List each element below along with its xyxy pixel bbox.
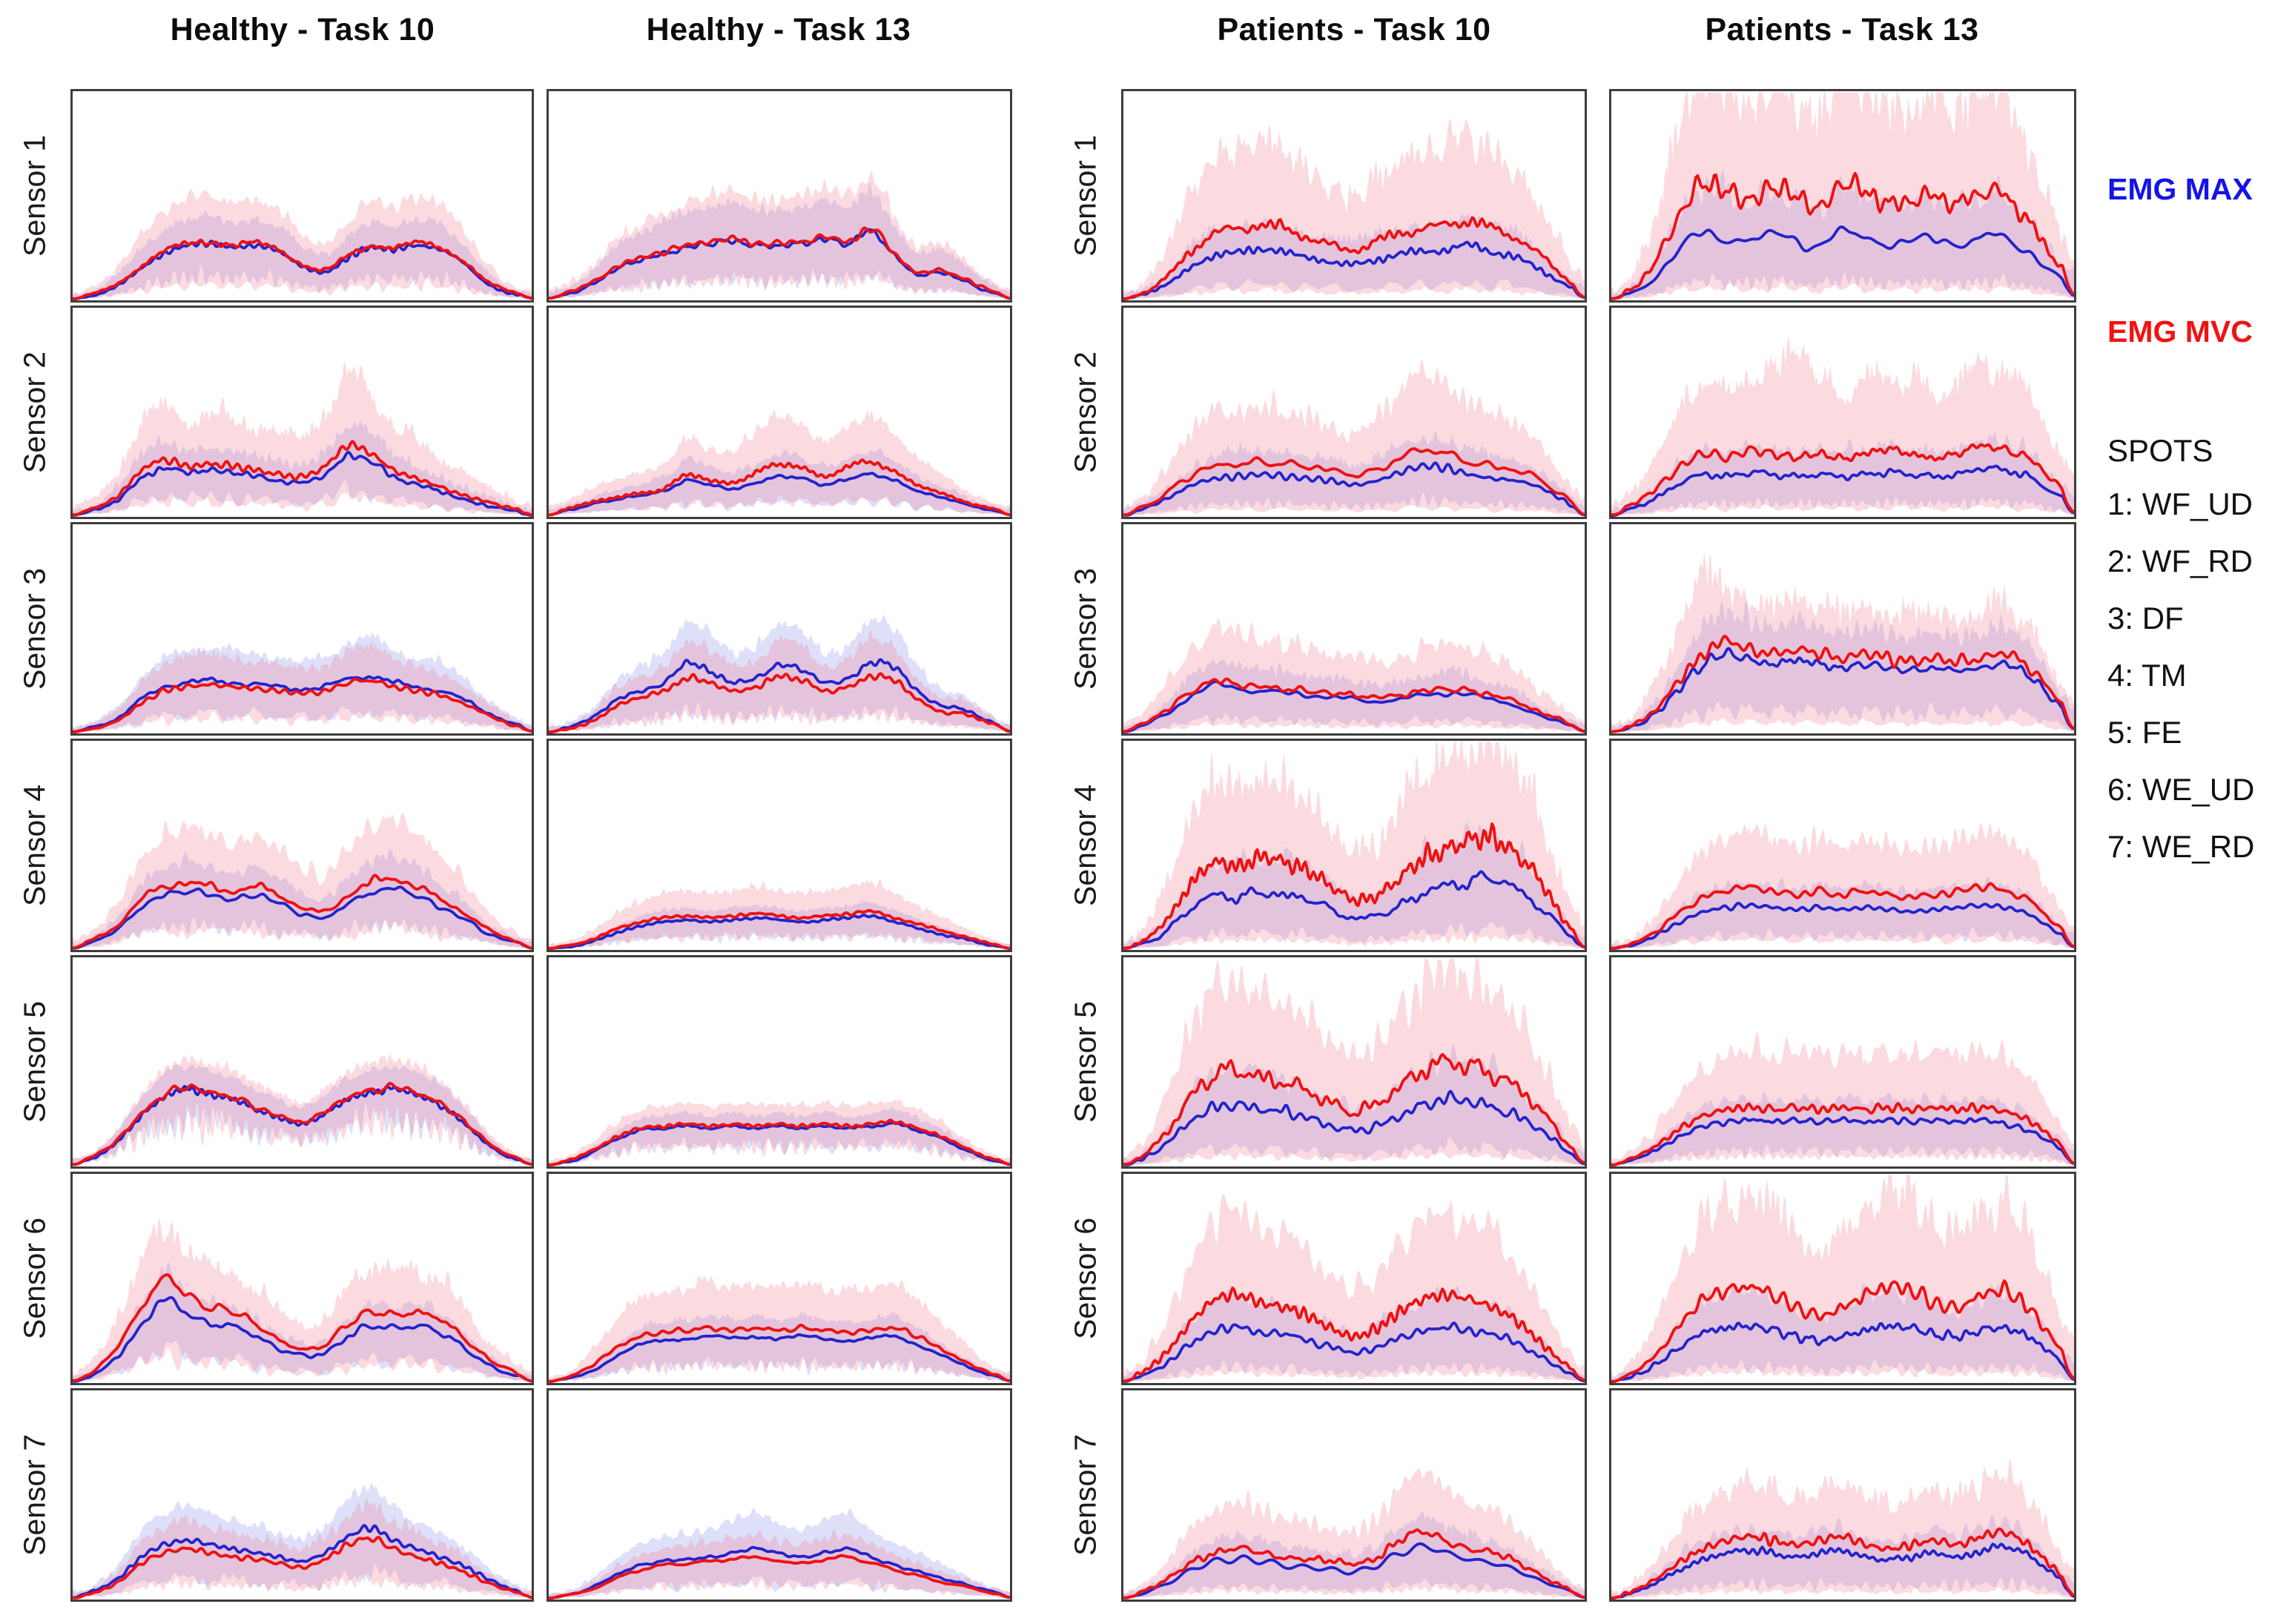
subplot-patients-task10-sensor7 xyxy=(1121,1388,1587,1602)
subplot-patients-task13-sensor7 xyxy=(1609,1388,2076,1602)
subplot-healthy-task13-sensor6 xyxy=(547,1172,1012,1385)
spots-header: SPOTS xyxy=(2107,433,2213,468)
subplot-patients-task13-sensor1 xyxy=(1609,89,2076,303)
subplot-healthy-task10-sensor2 xyxy=(70,306,534,519)
subplot-patients-task10-sensor4 xyxy=(1121,739,1587,952)
subplot-patients-task13-sensor5 xyxy=(1609,955,2076,1169)
subplot-healthy-task10-sensor1 xyxy=(70,89,534,303)
subplot-patients-task10-sensor2 xyxy=(1121,306,1587,519)
subplot-patients-task10-sensor1 xyxy=(1121,89,1587,303)
sensor-label-healthy-2: Sensor 2 xyxy=(17,351,52,474)
legend-emg-mvc-label: EMG MVC xyxy=(2107,314,2253,349)
spots-item-4: 4: TM xyxy=(2107,658,2187,693)
subplot-healthy-task13-sensor5 xyxy=(547,955,1012,1169)
subplot-healthy-task10-sensor4 xyxy=(70,739,534,952)
spots-item-3: 3: DF xyxy=(2107,601,2184,636)
sensor-label-healthy-6: Sensor 6 xyxy=(17,1217,52,1340)
spots-item-7: 7: WE_RD xyxy=(2107,829,2255,864)
sensor-label-patients-2: Sensor 2 xyxy=(1068,351,1103,474)
subplot-healthy-task13-sensor4 xyxy=(547,739,1012,952)
subplot-patients-task10-sensor3 xyxy=(1121,522,1587,736)
subplot-healthy-task10-sensor7 xyxy=(70,1388,534,1602)
subplot-healthy-task13-sensor1 xyxy=(547,89,1012,303)
sensor-label-patients-4: Sensor 4 xyxy=(1068,784,1103,907)
subplot-patients-task13-sensor2 xyxy=(1609,306,2076,519)
subplot-patients-task13-sensor3 xyxy=(1609,522,2076,736)
subplot-patients-task13-sensor6 xyxy=(1609,1172,2076,1385)
column-title-patients-task13: Patients - Task 13 xyxy=(1705,12,1979,47)
sensor-label-healthy-1: Sensor 1 xyxy=(17,134,52,257)
subplot-patients-task13-sensor4 xyxy=(1609,739,2076,952)
sensor-label-patients-5: Sensor 5 xyxy=(1068,1000,1103,1123)
subplot-patients-task10-sensor5 xyxy=(1121,955,1587,1169)
spots-item-5: 5: FE xyxy=(2107,715,2182,750)
sensor-label-healthy-3: Sensor 3 xyxy=(17,567,52,690)
sensor-label-healthy-7: Sensor 7 xyxy=(17,1433,52,1557)
subplot-healthy-task10-sensor6 xyxy=(70,1172,534,1385)
spots-item-1: 1: WF_UD xyxy=(2107,486,2253,521)
subplot-healthy-task10-sensor5 xyxy=(70,955,534,1169)
sensor-label-healthy-5: Sensor 5 xyxy=(17,1000,52,1123)
column-title-healthy-task10: Healthy - Task 10 xyxy=(170,12,435,47)
spots-item-2: 2: WF_RD xyxy=(2107,544,2253,578)
sensor-label-patients-6: Sensor 6 xyxy=(1068,1217,1103,1340)
sensor-label-patients-3: Sensor 3 xyxy=(1068,567,1103,690)
subplot-healthy-task13-sensor7 xyxy=(547,1388,1012,1602)
subplot-healthy-task13-sensor3 xyxy=(547,522,1012,736)
column-title-healthy-task13: Healthy - Task 13 xyxy=(646,12,911,47)
subplot-patients-task10-sensor6 xyxy=(1121,1172,1587,1385)
column-title-patients-task10: Patients - Task 10 xyxy=(1217,12,1491,47)
legend-emg-max-label: EMG MAX xyxy=(2107,172,2253,206)
subplot-healthy-task10-sensor3 xyxy=(70,522,534,736)
sensor-label-healthy-4: Sensor 4 xyxy=(17,784,52,907)
sensor-label-patients-7: Sensor 7 xyxy=(1068,1433,1103,1557)
sensor-label-patients-1: Sensor 1 xyxy=(1068,134,1103,257)
spots-item-6: 6: WE_UD xyxy=(2107,772,2255,807)
subplot-healthy-task13-sensor2 xyxy=(547,306,1012,519)
